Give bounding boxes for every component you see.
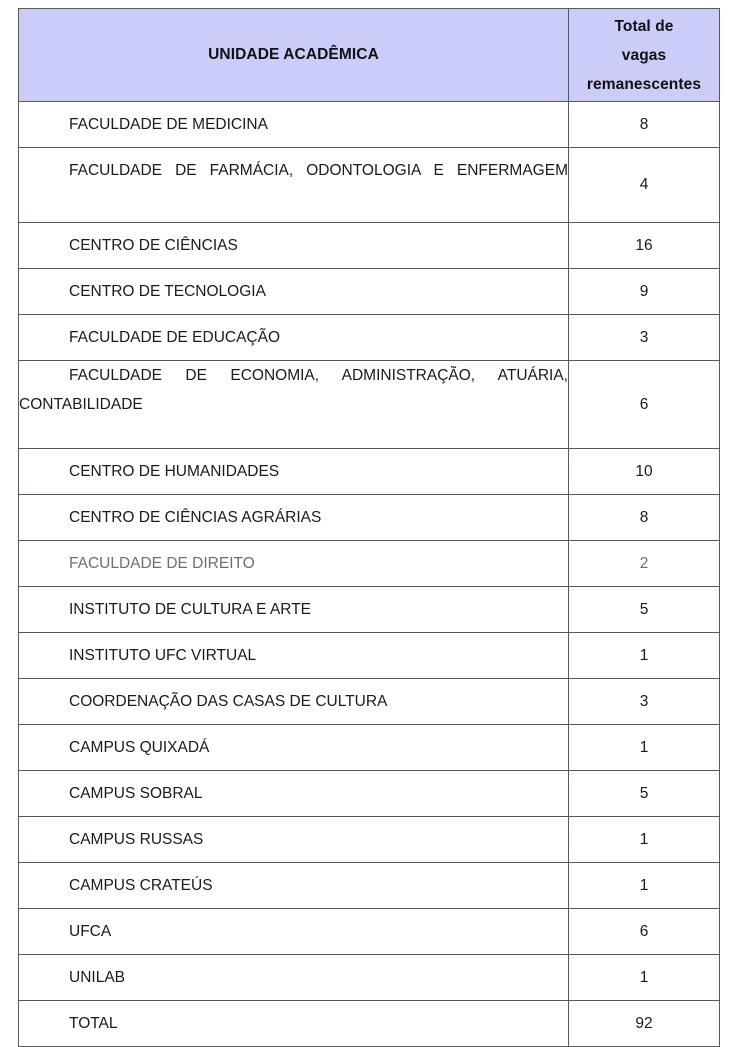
cell-unidade-academica: CENTRO DE CIÊNCIAS AGRÁRIAS <box>18 494 569 541</box>
cell-unidade-text: FACULDADE DE FARMÁCIA, ODONTOLOGIA E ENF… <box>69 162 568 179</box>
table-row: CAMPUS QUIXADÁ 1 <box>18 724 720 771</box>
cell-total-vagas: 9 <box>568 268 720 315</box>
cell-total-vagas: 8 <box>568 494 720 541</box>
cell-unidade-academica: CENTRO DE TECNOLOGIA <box>18 268 569 315</box>
column-header-unidade-academica: UNIDADE ACADÊMICA <box>18 8 569 102</box>
cell-unidade-academica: UFCA <box>18 908 569 955</box>
cell-total-vagas: 1 <box>568 724 720 771</box>
table-row: COORDENAÇÃO DAS CASAS DE CULTURA 3 <box>18 678 720 725</box>
cell-unidade-text: UNILAB <box>69 969 125 986</box>
table-row: CAMPUS RUSSAS 1 <box>18 816 720 863</box>
table-row: INSTITUTO DE CULTURA E ARTE 5 <box>18 586 720 633</box>
table-row: UFCA 6 <box>18 908 720 955</box>
cell-unidade-text: FACULDADE DE EDUCAÇÃO <box>69 329 281 346</box>
cell-total-vagas: 3 <box>568 314 720 361</box>
cell-unidade-text: INSTITUTO UFC VIRTUAL <box>69 647 257 664</box>
cell-total-vagas: 3 <box>568 678 720 725</box>
cell-total-vagas: 6 <box>568 908 720 955</box>
cell-total-vagas: 16 <box>568 222 720 269</box>
cell-unidade-academica: FACULDADE DE ECONOMIA, ADMINISTRAÇÃO, AT… <box>18 360 569 449</box>
cell-unidade-academica: CAMPUS QUIXADÁ <box>18 724 569 771</box>
table-header-row: UNIDADE ACADÊMICA Total de vagas remanes… <box>18 8 720 102</box>
table-row: INSTITUTO UFC VIRTUAL 1 <box>18 632 720 679</box>
cell-unidade-academica: COORDENAÇÃO DAS CASAS DE CULTURA <box>18 678 569 725</box>
cell-unidade-text: CAMPUS CRATEÚS <box>69 877 213 894</box>
vagas-remanescentes-table: UNIDADE ACADÊMICA Total de vagas remanes… <box>18 8 720 1047</box>
table-row: CENTRO DE CIÊNCIAS 16 <box>18 222 720 269</box>
table-row: CAMPUS SOBRAL 5 <box>18 770 720 817</box>
cell-total-vagas: 5 <box>568 770 720 817</box>
table-header: UNIDADE ACADÊMICA Total de vagas remanes… <box>18 8 720 102</box>
document-page: UNIDADE ACADÊMICA Total de vagas remanes… <box>18 8 720 1047</box>
table-row: UNILAB 1 <box>18 954 720 1001</box>
cell-total-vagas: 5 <box>568 586 720 633</box>
cell-unidade-academica: FACULDADE DE MEDICINA <box>18 101 569 148</box>
cell-unidade-academica: CAMPUS SOBRAL <box>18 770 569 817</box>
table-row: CENTRO DE HUMANIDADES 10 <box>18 448 720 495</box>
cell-unidade-academica: CAMPUS CRATEÚS <box>18 862 569 909</box>
table-row: FACULDADE DE MEDICINA 8 <box>18 101 720 148</box>
column-header-total-vagas-remanescentes: Total de vagas remanescentes <box>568 8 720 102</box>
cell-total-vagas: 4 <box>568 147 720 223</box>
table-row: CENTRO DE TECNOLOGIA 9 <box>18 268 720 315</box>
cell-total-vagas: 8 <box>568 101 720 148</box>
cell-total-vagas: 10 <box>568 448 720 495</box>
cell-unidade-text: FACULDADE DE MEDICINA <box>69 116 268 133</box>
cell-unidade-text: FACULDADE DE DIREITO <box>69 555 255 572</box>
cell-unidade-text: CAMPUS RUSSAS <box>69 831 204 848</box>
cell-unidade-text: CENTRO DE CIÊNCIAS <box>69 237 238 254</box>
cell-unidade-text: CENTRO DE TECNOLOGIA <box>69 283 266 300</box>
cell-unidade-text: UFCA <box>69 923 112 940</box>
cell-total-vagas: 1 <box>568 862 720 909</box>
cell-total-vagas: 1 <box>568 954 720 1001</box>
cell-unidade-academica: CENTRO DE HUMANIDADES <box>18 448 569 495</box>
column-header-total-line-2: vagas <box>621 46 667 64</box>
cell-unidade-text: CAMPUS SOBRAL <box>69 785 203 802</box>
cell-unidade-text: INSTITUTO DE CULTURA E ARTE <box>69 601 312 618</box>
cell-unidade-academica: FACULDADE DE FARMÁCIA, ODONTOLOGIA E ENF… <box>18 147 569 223</box>
column-header-total-line-3: remanescentes <box>586 75 702 93</box>
table-row: CAMPUS CRATEÚS 1 <box>18 862 720 909</box>
cell-unidade-academica: INSTITUTO DE CULTURA E ARTE <box>18 586 569 633</box>
cell-unidade-academica: FACULDADE DE EDUCAÇÃO <box>18 314 569 361</box>
cell-unidade-text: CENTRO DE CIÊNCIAS AGRÁRIAS <box>69 509 322 526</box>
cell-unidade-academica: FACULDADE DE DIREITO <box>18 540 569 587</box>
cell-unidade-academica: UNILAB <box>18 954 569 1001</box>
cell-unidade-text: CAMPUS QUIXADÁ <box>69 739 210 756</box>
cell-total-vagas: 6 <box>568 360 720 449</box>
cell-total-vagas: 1 <box>568 816 720 863</box>
table-row: FACULDADE DE FARMÁCIA, ODONTOLOGIA E ENF… <box>18 147 720 223</box>
column-header-total-line-1: Total de <box>614 17 674 35</box>
cell-total-vagas: 2 <box>568 540 720 587</box>
table-row: FACULDADE DE ECONOMIA, ADMINISTRAÇÃO, AT… <box>18 360 720 449</box>
cell-unidade-text: COORDENAÇÃO DAS CASAS DE CULTURA <box>69 693 388 710</box>
table-row: FACULDADE DE DIREITO 2 <box>18 540 720 587</box>
cell-unidade-text: CENTRO DE HUMANIDADES <box>69 463 280 480</box>
cell-unidade-academica: CENTRO DE CIÊNCIAS <box>18 222 569 269</box>
cell-total-vagas: 1 <box>568 632 720 679</box>
table-row: CENTRO DE CIÊNCIAS AGRÁRIAS 8 <box>18 494 720 541</box>
table-body: FACULDADE DE MEDICINA 8 FACULDADE DE FARMÁ… <box>18 101 720 1047</box>
table-row: FACULDADE DE EDUCAÇÃO 3 <box>18 314 720 361</box>
cell-unidade-academica: INSTITUTO UFC VIRTUAL <box>18 632 569 679</box>
cell-unidade-text: FACULDADE DE ECONOMIA, ADMINISTRAÇÃO, AT… <box>19 367 568 413</box>
cell-unidade-academica: CAMPUS RUSSAS <box>18 816 569 863</box>
